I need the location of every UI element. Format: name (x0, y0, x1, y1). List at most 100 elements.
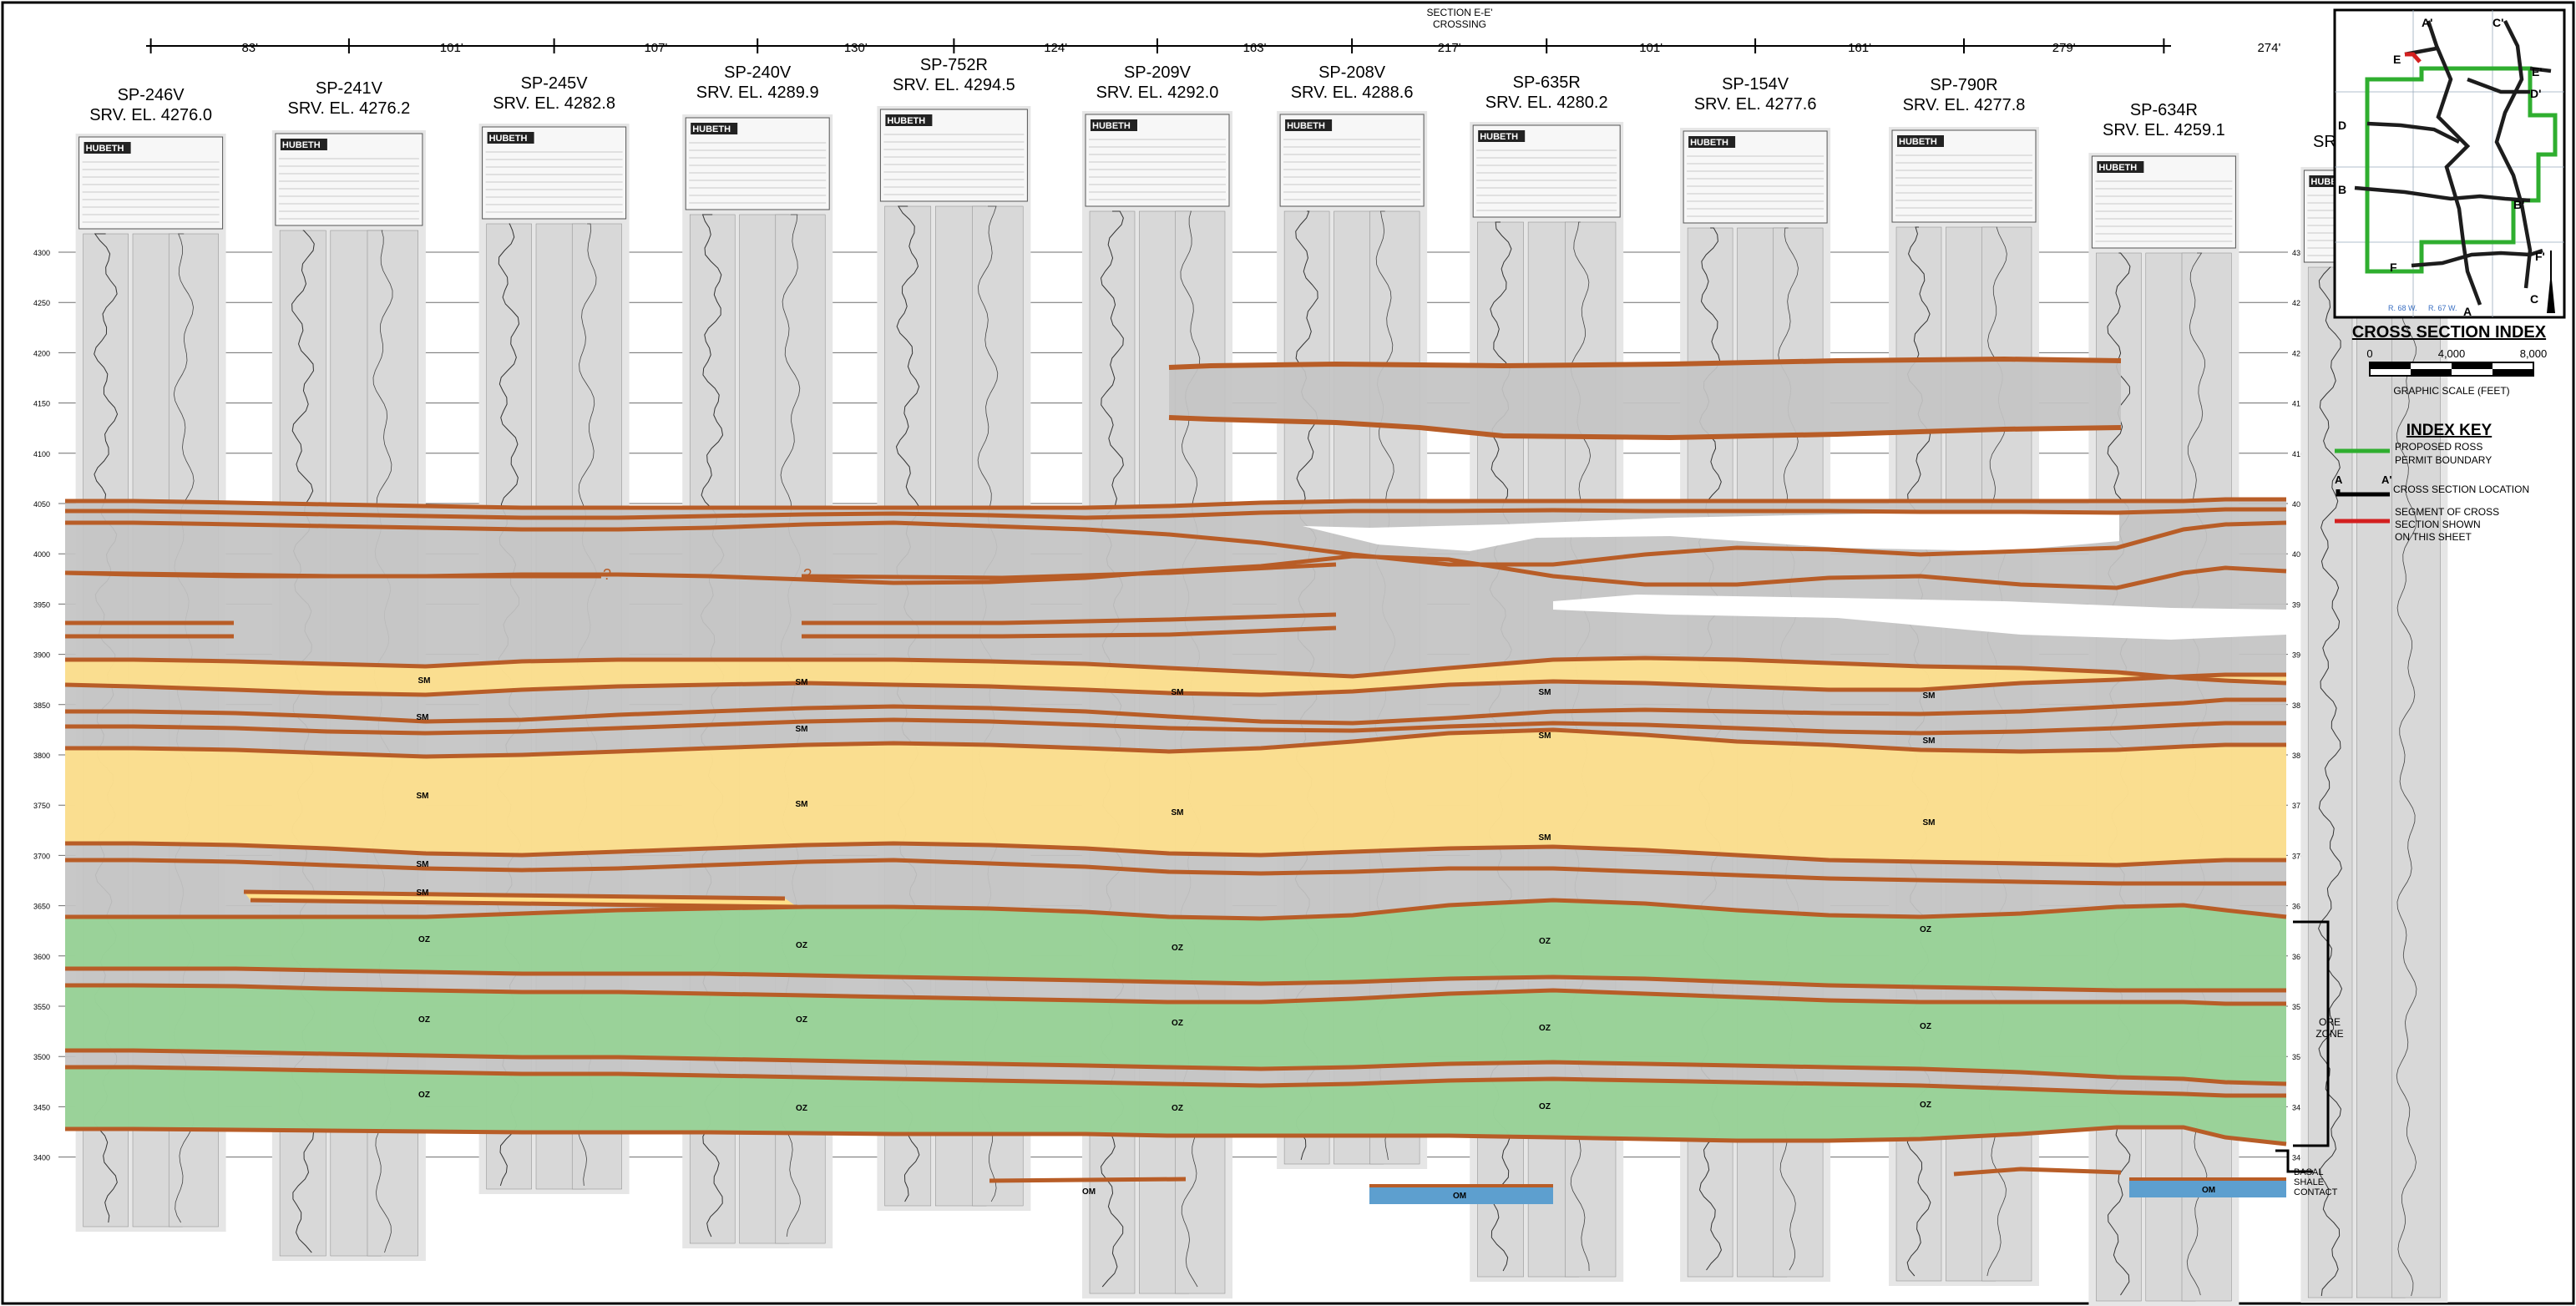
well-elevation: SRV. EL. 4277.8 (1903, 96, 2026, 114)
contact-line (65, 520, 2287, 567)
well-elevation: SRV. EL. 4289.9 (696, 84, 819, 102)
sm-label: SM (1539, 731, 1551, 741)
elevation-tick-left: 3800 (33, 752, 50, 760)
contact-line (65, 841, 2286, 868)
spacing-label: 279' (2052, 41, 2076, 55)
elevation-tick-left: 4050 (33, 500, 50, 509)
ore-zone-label-1: ORE (2319, 1016, 2341, 1028)
key-item-section-location: A A' CROSS SECTION LOCATION (2335, 473, 2529, 497)
key-permit-line-1: PROPOSED ROSS (2395, 441, 2482, 453)
basal-shale-contact-marker: BASAL SHALE CONTACT (2275, 1149, 2338, 1197)
log-header-brand: HUBETH (887, 116, 925, 126)
key-item-segment-shown: SEGMENT OF CROSS SECTION SHOWN ON THIS S… (2335, 506, 2499, 543)
index-letter-c-prime: C' (2492, 16, 2503, 29)
spacing-label: 101' (1639, 41, 1663, 55)
oz-label: OZ (418, 1091, 430, 1100)
contact-line (65, 1065, 2286, 1098)
index-section-letters: A' C' E E' D' D B B' F F' C A (2338, 16, 2545, 318)
elevation-tick-right: 4200 (2292, 349, 2309, 357)
elevation-tick-left: 3850 (33, 701, 50, 710)
key-location-text: CROSS SECTION LOCATION (2393, 483, 2529, 495)
index-map-grid (2335, 10, 2564, 317)
spacing-label: 83' (241, 41, 258, 55)
sm-label: SM (418, 676, 431, 686)
well-elevation: SRV. EL. 4292.0 (1096, 84, 1219, 102)
oz-label: OZ (418, 1015, 430, 1025)
index-letter-b-prime: B' (2513, 198, 2524, 211)
contact-line (65, 656, 2287, 686)
elevation-tick-left: 3500 (33, 1053, 50, 1061)
spacing-label: 161' (1848, 41, 1871, 55)
section-crossing-line-2: CROSSING (1433, 18, 1486, 30)
contact-line (65, 898, 2287, 921)
elevation-tick-right: 3700 (2292, 852, 2309, 860)
permit-boundary (2365, 66, 2558, 274)
upper-shale-lens (1169, 359, 2121, 438)
ore-sand-band (65, 1067, 2286, 1144)
upper-sand-band (65, 730, 2286, 865)
index-section-lines (2354, 19, 2552, 306)
oz-label: OZ (1920, 1022, 1931, 1031)
index-letter-d: D (2338, 119, 2346, 132)
contact-line (65, 727, 2286, 759)
elevation-tick-right: 4100 (2292, 450, 2309, 458)
contact-line (65, 1048, 2287, 1086)
log-header-brand: HUBETH (282, 140, 321, 150)
log-header-brand: HUBETH (1690, 138, 1728, 148)
well-id: SP-209V (1124, 63, 1192, 82)
elevation-tick-right: 3950 (2292, 600, 2309, 609)
sm-label: SM (1172, 688, 1184, 697)
well-id: SP-790R (1930, 76, 1997, 94)
scale-tick-0: 0 (2366, 347, 2372, 360)
graphic-scale-bar: 0 4,000 8,000 GRAPHIC SCALE (FEET) (2366, 347, 2547, 397)
elevation-tick-left: 3650 (33, 903, 50, 911)
well-id: SP-208V (1318, 63, 1386, 82)
index-letter-b: B (2338, 183, 2346, 196)
index-letter-a-prime: A' (2422, 16, 2432, 29)
spacing-label: 124' (1044, 41, 1067, 55)
elevation-tick-left: 4300 (33, 249, 50, 257)
contact-line (65, 966, 2286, 993)
index-letter-e: E (2393, 53, 2401, 66)
oz-label: OZ (1539, 1102, 1551, 1111)
sm-label: SM (1923, 818, 1936, 828)
om-label: OM (1082, 1187, 1096, 1197)
elevation-tick-left: 3450 (33, 1103, 50, 1111)
elevation-tick-left: 3750 (33, 802, 50, 810)
well-elevation: SRV. EL. 4259.1 (2103, 121, 2225, 139)
ore-zone-label-2: ZONE (2315, 1028, 2343, 1040)
well-id: SP-154V (1722, 75, 1789, 94)
key-location-end-letter: A' (2381, 473, 2391, 486)
basal-shale-label-2: SHALE (2294, 1177, 2324, 1187)
sm-label: SM (417, 792, 429, 801)
elevation-tick-right: 3600 (2292, 953, 2309, 961)
basal-sand-lens (2129, 1179, 2286, 1197)
elevation-tick-right: 3800 (2292, 752, 2309, 760)
oz-label: OZ (1172, 944, 1183, 953)
log-header-brand: HUBETH (1287, 121, 1325, 131)
oz-label: OZ (1920, 1101, 1931, 1110)
basal-shale-label-3: CONTACT (2294, 1187, 2338, 1197)
om-label: OM (1453, 1192, 1466, 1201)
contact-line (802, 612, 1337, 639)
index-letter-d-prime: D' (2530, 87, 2541, 100)
sm-label: SM (417, 860, 429, 869)
sm-label: SM (417, 888, 429, 898)
index-letter-f-prime: F' (2535, 250, 2545, 263)
elevation-tick-left: 4000 (33, 550, 50, 559)
contact-line (65, 507, 2286, 520)
spacing-label: 130' (844, 41, 868, 55)
elevation-tick-right: 4050 (2292, 500, 2309, 509)
strata-bands: ?? (64, 356, 2287, 1204)
oz-label: OZ (796, 941, 807, 950)
question-mark: ? (803, 566, 812, 583)
contact-line (65, 1125, 2287, 1147)
log-header-brand: HUBETH (1899, 137, 1937, 147)
log-header-brand: HUBETH (1092, 121, 1131, 131)
contact-line (65, 497, 2286, 510)
well-elevation: SRV. EL. 4280.2 (1485, 94, 1608, 112)
contact-line (65, 620, 234, 639)
sm-label: SM (1923, 691, 1936, 701)
well-id: SP-246V (118, 86, 185, 104)
